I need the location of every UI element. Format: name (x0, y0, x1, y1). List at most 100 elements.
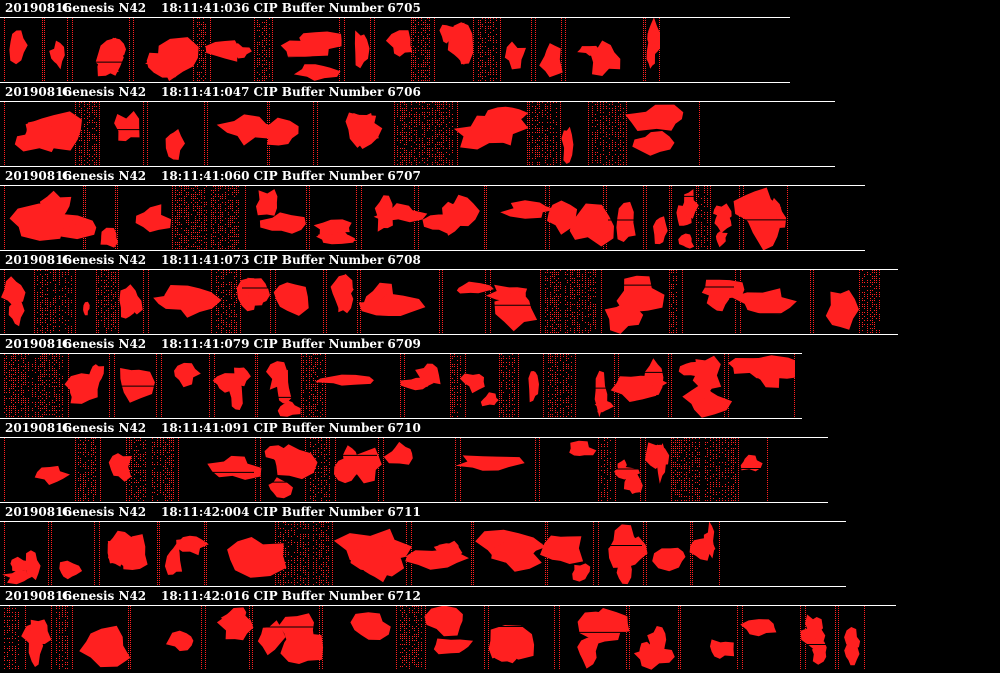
particle-frame (161, 354, 210, 418)
buffer-panel: 20190816 Genesis N42 18:11:41:079 CIP Buf… (0, 336, 1000, 420)
particle-frame (374, 18, 413, 82)
particle-frame (1, 270, 35, 334)
noise-frame (565, 270, 596, 333)
particle-frame (539, 438, 599, 502)
particle-frame (680, 606, 738, 670)
noise-frame (452, 354, 461, 417)
particle-frame (813, 270, 860, 334)
particle-frame (85, 186, 119, 250)
buffer-time: 18:11:41:091 (161, 421, 250, 435)
particle-image-strip (4, 102, 700, 166)
strip-bottom-rule (0, 334, 898, 335)
particle-frame (535, 18, 563, 82)
particle-frame (733, 186, 788, 250)
particle-frame (671, 186, 699, 250)
particle-frame (207, 102, 280, 166)
probe-name: Genesis N42 (62, 505, 147, 519)
noise-frame (413, 18, 430, 81)
particle-frame (645, 18, 660, 82)
particle-frame (118, 270, 144, 334)
particle-frame (99, 522, 158, 586)
buffer-panel: 20190816 Genesis N42 18:11:41:060 CIP Buf… (0, 168, 1000, 252)
buffer-date: 20190816 (5, 253, 72, 267)
buffer-panel: 20190816 Genesis N42 18:11:41:091 CIP Buf… (0, 420, 1000, 504)
particle-frame (606, 186, 644, 250)
particle-frame (273, 270, 324, 334)
header-rule (0, 101, 835, 102)
noise-frame (79, 102, 97, 165)
noise-frame (698, 186, 708, 249)
particle-frame (272, 18, 342, 82)
buffer-time: 18:11:42:016 (161, 589, 250, 603)
noise-frame (197, 18, 206, 81)
noise-frame (529, 102, 557, 165)
particle-frame (646, 186, 670, 250)
header-rule (0, 185, 865, 186)
particle-frame (245, 186, 307, 250)
particle-frame (257, 354, 302, 418)
particle-frame (629, 606, 679, 670)
header-rule (0, 269, 898, 270)
probe-name: Genesis N42 (62, 421, 147, 435)
probe-name: Genesis N42 (62, 169, 147, 183)
particle-frame (485, 270, 541, 334)
particle-frame (453, 102, 529, 166)
noise-frame (601, 438, 611, 501)
particle-frame (383, 438, 456, 502)
particle-frame (442, 270, 494, 334)
particle-frame (4, 438, 76, 502)
strip-bottom-rule (0, 82, 790, 83)
noise-frame (4, 354, 29, 417)
particle-frame (671, 354, 733, 418)
particle-frame (117, 186, 173, 250)
buffer-number: 6712 (387, 589, 421, 603)
buffer-panel: 20190816 Genesis N42 18:11:41:047 CIP Buf… (0, 84, 1000, 168)
particle-frame (334, 438, 382, 502)
particle-frame (358, 270, 440, 334)
particle-frame (2, 522, 49, 586)
header-rule (0, 17, 790, 18)
buffer-panel: 20190816 Genesis N42 18:11:41:036 CIP Buf… (0, 0, 1000, 84)
particle-frame (51, 522, 95, 586)
probe-name: Genesis N42 (62, 1, 147, 15)
noise-frame (211, 186, 239, 249)
noise-frame (400, 606, 422, 669)
noise-frame (548, 354, 572, 417)
particle-frame (206, 522, 287, 586)
particle-frame (344, 18, 371, 82)
buffer-label: CIP Buffer Number (253, 1, 384, 15)
particle-frame (731, 270, 811, 334)
particle-frame (689, 522, 720, 586)
particle-frame (459, 354, 500, 418)
noise-frame (175, 186, 207, 249)
noise-frame (321, 438, 330, 501)
buffer-number: 6705 (387, 1, 421, 15)
buffer-date: 20190816 (5, 337, 72, 351)
particle-frame (610, 354, 669, 418)
particle-frame (309, 186, 358, 250)
particle-frame (99, 102, 144, 166)
strip-bottom-rule (0, 502, 828, 503)
particle-frame (130, 606, 202, 670)
noise-frame (313, 522, 329, 585)
particle-frame (738, 438, 768, 502)
noise-frame (592, 102, 624, 165)
buffer-label: CIP Buffer Number (253, 505, 384, 519)
particle-frame (540, 522, 594, 586)
buffer-number: 6709 (387, 337, 421, 351)
buffer-date: 20190816 (5, 505, 72, 519)
header-rule (0, 605, 896, 606)
particle-frame (646, 522, 691, 586)
particle-frame (400, 354, 451, 418)
noise-frame (152, 438, 174, 501)
particle-frame (332, 522, 412, 586)
particle-frame (518, 354, 544, 418)
noise-frame (56, 606, 68, 669)
particle-frame (598, 522, 648, 586)
particle-frame (560, 102, 589, 166)
particle-frame (473, 522, 546, 586)
particle-frame (148, 270, 222, 334)
noise-frame (216, 270, 237, 333)
buffer-label: CIP Buffer Number (253, 421, 384, 435)
buffer-date: 20190816 (5, 1, 72, 15)
